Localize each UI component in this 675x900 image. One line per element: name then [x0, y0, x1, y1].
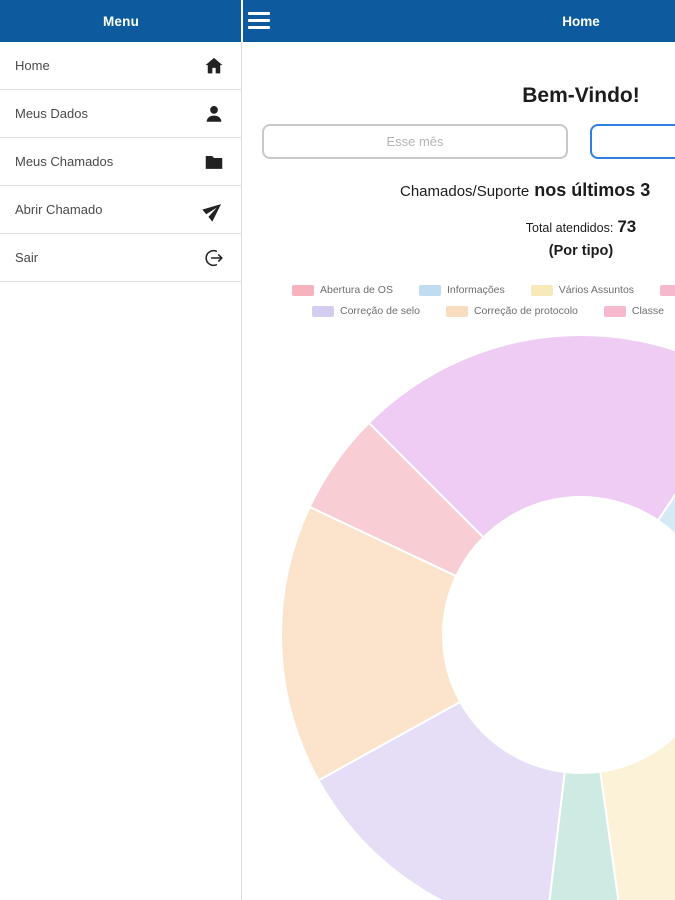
donut-slice-abertura-de-os: [308, 421, 485, 578]
sidebar-item-abrir-chamado[interactable]: Abrir Chamado: [0, 186, 241, 234]
legend-swatch: [292, 285, 314, 297]
logout-icon: [203, 247, 225, 269]
sidebar-item-sair[interactable]: Sair: [0, 234, 241, 282]
sidebar-item-label: Meus Dados: [15, 106, 88, 121]
folder-icon: [203, 151, 225, 173]
legend-swatch: [312, 306, 334, 318]
donut-slice-informa-es: [656, 493, 675, 536]
legend-swatch: [418, 285, 441, 297]
chart-title-bold: nos últimos 3: [534, 180, 651, 200]
sidebar-menu: Home Meus Dados Meus Chamados Abrir Cham…: [0, 42, 242, 900]
legend-swatch: [660, 285, 675, 297]
donut-chart: [280, 334, 675, 900]
person-icon: [203, 103, 225, 125]
send-icon: [202, 199, 225, 222]
legend-label: Informações: [446, 284, 505, 297]
sidebar-item-label: Abrir Chamado: [15, 202, 103, 217]
sidebar-item-meus-dados[interactable]: Meus Dados: [0, 90, 241, 138]
total-attended: Total atendidos: 73: [242, 217, 675, 237]
sidebar-item-label: Sair: [15, 250, 39, 265]
donut-slice-unlabeled: [548, 770, 620, 900]
total-value: 73: [617, 217, 637, 236]
sidebar-item-meus-chamados[interactable]: Meus Chamados: [0, 138, 241, 186]
legend-label: Vários Assuntos: [558, 284, 635, 297]
donut-slice-v-rios-assuntos: [599, 734, 675, 900]
legend-label: Classe: [631, 305, 664, 318]
donut-slice-corre-o-de-selo: [317, 700, 566, 900]
top-bar: Menu Home: [0, 0, 675, 42]
legend-label: Abertura de OS: [320, 284, 393, 297]
legend-row: Correção de selo Correção de protocolo Cla…: [242, 301, 675, 322]
filter-row: [262, 124, 675, 159]
legend-swatch: [445, 306, 468, 318]
sidebar-item-home[interactable]: Home: [0, 42, 241, 90]
legend-label: Correção de protocolo: [473, 305, 578, 318]
home-icon: [203, 55, 225, 77]
legend-row: Abertura de OS Informações Vários Assuntos: [242, 280, 675, 301]
legend-swatch: [530, 285, 553, 297]
secondary-filter-input[interactable]: [590, 124, 675, 159]
donut-slice-corre-o-de-protocolo: [280, 505, 462, 782]
chart-title: Chamados/Suporte nos últimos 3: [400, 180, 650, 201]
chart-subtitle: (Por tipo): [548, 243, 614, 259]
total-label: Total atendidos:: [525, 221, 614, 235]
period-filter-input[interactable]: [262, 124, 568, 159]
chart-legend: Abertura de OS Informações Vários Assuntos…: [242, 280, 675, 322]
page-title: Home: [562, 13, 600, 29]
chart-title-prefix: Chamados/Suporte: [400, 183, 530, 200]
legend-swatch: [603, 306, 626, 318]
donut-slice-classe: [367, 334, 675, 539]
legend-label: Correção de selo: [340, 305, 420, 318]
header-divider: [241, 0, 243, 42]
welcome-heading: Bem-Vindo!: [522, 84, 640, 107]
sidebar-item-label: Home: [15, 58, 50, 73]
menu-header-title: Menu: [102, 13, 140, 29]
hamburger-menu-icon[interactable]: [248, 12, 272, 31]
sidebar-item-label: Meus Chamados: [15, 154, 114, 169]
